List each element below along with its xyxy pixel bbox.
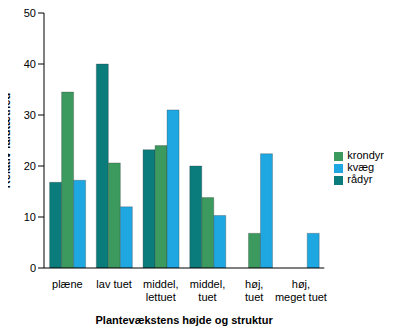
html-text:krondyr: krondyr [347,149,384,161]
svg-text:30: 30 [24,109,36,121]
svg-text:høj,meget tuet: høj,meget tuet [275,278,327,303]
html-text:kvæg: kvæg [347,161,375,173]
svg-text:0: 0 [30,262,36,274]
svg-text:lav tuet: lav tuet [96,278,131,290]
svg-text:50: 50 [24,8,36,19]
svg-text:40: 40 [24,58,36,70]
svg-text:Relativ faldtæthed: Relativ faldtæthed [8,93,12,188]
html-text:rådyr: rådyr [347,173,373,185]
svg-text:20: 20 [24,160,36,172]
svg-text:Plantevækstens højde og strukt: Plantevækstens højde og struktur [96,314,274,326]
svg-text:10: 10 [24,211,36,223]
svg-text:middel,lettuet: middel,lettuet [143,278,178,303]
svg-text:middel,tuet: middel,tuet [190,278,225,303]
svg-text:plæne: plæne [52,278,83,290]
svg-text:høj,tuet: høj,tuet [245,278,263,303]
